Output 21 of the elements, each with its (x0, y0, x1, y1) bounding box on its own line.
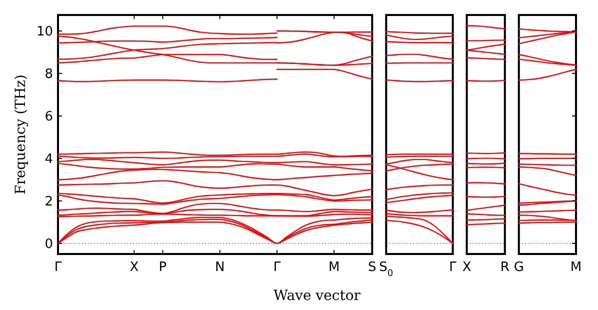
x-tick-label: Γ (54, 260, 62, 275)
y-tick-label: 10 (36, 24, 53, 40)
x-tick-label: M (570, 260, 582, 275)
x-axis-title: Wave vector (274, 288, 361, 304)
x-tick-label: N (214, 260, 225, 275)
y-tick-label: 0 (44, 236, 53, 252)
y-tick-label: 4 (44, 152, 53, 167)
x-tick-label: S$_{0}$ (379, 260, 394, 279)
y-axis-title: Frequency (THz) (13, 74, 29, 195)
x-tick-label: S (368, 260, 376, 275)
y-tick-label: 8 (44, 66, 53, 82)
y-tick-label: 6 (44, 109, 53, 124)
x-tick-label: P (158, 260, 167, 275)
x-tick-label: G (514, 260, 524, 275)
x-tick-label: Γ (449, 260, 458, 275)
x-tick-label: M (328, 260, 340, 275)
x-tick-label: X (462, 260, 472, 275)
x-tick-label: X (130, 260, 139, 275)
y-tick-label: 2 (44, 194, 53, 210)
x-tick-label: R (500, 260, 510, 275)
x-tick-label: Γ (273, 260, 282, 275)
